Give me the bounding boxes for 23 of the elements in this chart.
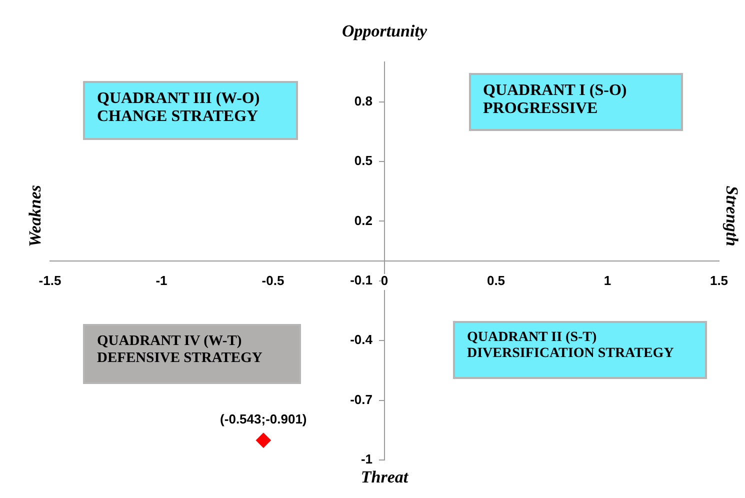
- y-tick-label: 0.8: [354, 93, 372, 108]
- x-tick-label: 1: [604, 273, 612, 288]
- x-tick-label: -1.5: [38, 273, 62, 288]
- x-tick-label: 1.5: [710, 273, 728, 288]
- label-box: QUADRANT II (S-T) DIVERSIFICATION STRATEGY: [453, 321, 707, 379]
- data-label: (-0.543;-0.901): [220, 411, 307, 426]
- x-axis-title: Threat: [360, 467, 410, 486]
- label-box: QUADRANT III (W-O) CHANGE STRATEGY: [83, 81, 298, 140]
- label-box: QUADRANT I (S-O) PROGRESSIVE: [469, 73, 683, 131]
- x-tick-label: 0: [380, 273, 388, 288]
- y-tick-label: -0.4: [350, 332, 374, 348]
- x-tick-label: 0.5: [486, 273, 506, 288]
- y-tick-label: -0.7: [350, 392, 372, 407]
- y2-axis-title: Strength: [722, 186, 742, 246]
- label-box: QUADRANT IV (W-T) DEFENSIVE STRATEGY: [83, 324, 301, 384]
- y-axis-title: Weaknes: [25, 184, 44, 248]
- x-tick-label: -0.5: [262, 273, 284, 288]
- x-tick-label: -1: [156, 273, 168, 288]
- y-tick-label: 0.5: [354, 153, 372, 168]
- chart-title: Opportunity: [342, 21, 428, 40]
- y-tick-label: 0.2: [354, 212, 372, 228]
- y-tick-label: -1: [360, 452, 372, 467]
- y-tick-label: -0.1: [350, 272, 372, 288]
